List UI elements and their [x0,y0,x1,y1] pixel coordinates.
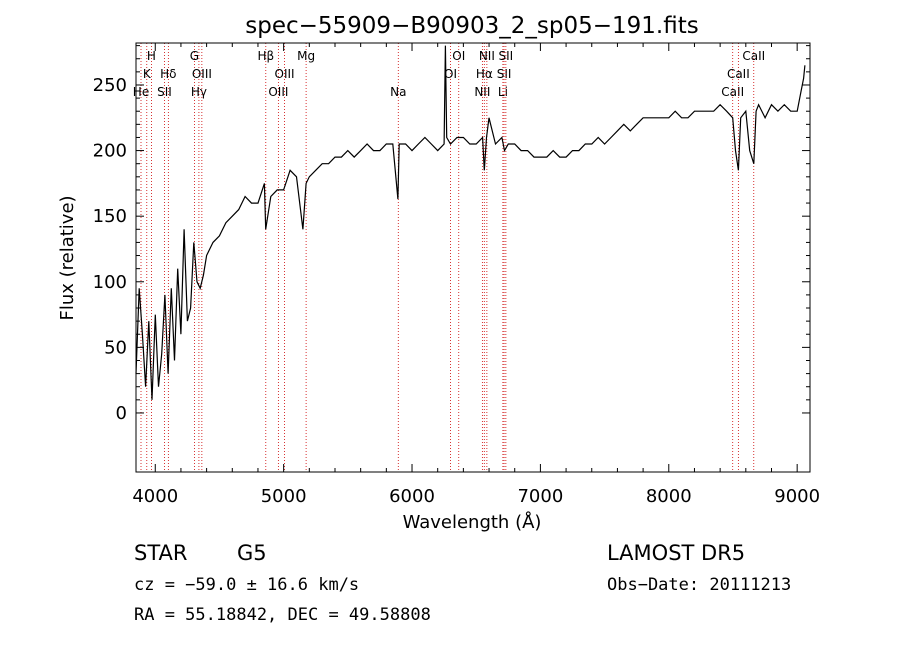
spectral-line-label: SII [157,85,172,99]
spectral-line-label: Hγ [191,85,207,99]
y-tick-label: 150 [93,206,127,227]
spectral-line-label: Mg [297,49,315,63]
spectral-line-label: SII [499,49,514,63]
redshift-cz: cz = −59.0 ± 16.6 km/s [134,575,359,595]
spectral-line-label: Na [390,85,406,99]
plot-area: 4000 5000 6000 7000 8000 9000 0 50 100 150 200 250 [93,42,820,507]
y-axis-label: Flux (relative) [57,195,78,320]
y-tick-label: 50 [104,337,127,358]
spectral-line-label: Hα [476,67,493,81]
x-tick-label: 4000 [132,486,178,507]
spectral-line-label: CaII [742,49,765,63]
x-tick-label: 8000 [646,486,692,507]
object-class: STAR [134,541,187,565]
plot-frame [135,42,811,473]
y-tick-label: 100 [93,272,127,293]
spectral-line-label: G [190,49,199,63]
survey-release: LAMOST DR5 [607,541,745,565]
spectral-line-label: Hδ [160,67,176,81]
x-tick-label: 5000 [261,486,307,507]
observation-date: Obs−Date: 20111213 [607,575,791,595]
spectrum-line [135,45,806,400]
spectral-line-markers: HeKHSIIHδGHγOIIIHβOIIIOIIIMgNaOIOINIIHαN… [133,43,765,472]
spectral-line-label: SII [497,67,512,81]
spectral-line-label: NII [474,85,490,99]
object-subclass: G5 [237,541,267,565]
y-tick-label: 250 [93,75,127,96]
spectral-line-label: OIII [192,67,212,81]
spectral-line-label: CaII [727,67,750,81]
x-axis-label: Wavelength (Å) [403,511,542,533]
x-axis: 4000 5000 6000 7000 8000 9000 [132,43,820,507]
spectral-line-label: CaII [721,85,744,99]
chart-title: spec−55909−B90903_2_sp05−191.fits [245,13,699,39]
y-axis: 0 50 100 150 200 250 [93,45,810,424]
spectral-line-label: OIII [275,67,295,81]
spectral-line-label: Hβ [257,49,274,63]
x-tick-label: 9000 [774,486,820,507]
spectral-line-label: He [133,85,149,99]
spectral-line-label: OI [452,49,465,63]
spectral-line-label: OIII [268,85,288,99]
spectral-line-label: K [143,67,152,81]
spectral-line-label: OI [444,67,457,81]
y-tick-label: 0 [116,403,127,424]
coordinates: RA = 55.18842, DEC = 49.58808 [134,605,431,625]
y-tick-label: 200 [93,141,127,162]
x-tick-label: 6000 [389,486,435,507]
x-tick-label: 7000 [517,486,563,507]
spectral-line-label: Li [498,85,508,99]
spectral-line-label: H [147,49,156,63]
spectrum-info: STAR G5 LAMOST DR5 cz = −59.0 ± 16.6 km/… [134,541,791,625]
spectral-line-label: NII [479,49,495,63]
